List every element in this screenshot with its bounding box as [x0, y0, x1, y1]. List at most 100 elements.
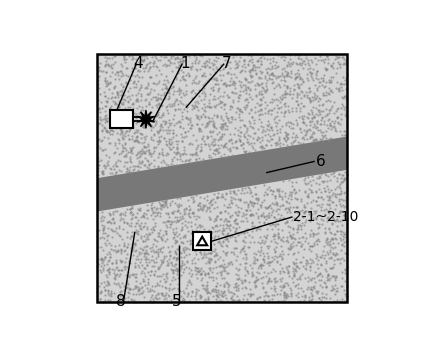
Point [176, 201, 183, 207]
Point [113, 164, 119, 169]
Point [205, 119, 212, 125]
Point [283, 198, 290, 204]
Point [215, 195, 222, 200]
Point [275, 212, 282, 217]
Point [251, 86, 258, 92]
Point [328, 89, 335, 95]
Point [137, 84, 144, 90]
Point [145, 122, 151, 128]
Point [129, 101, 136, 107]
Point [245, 279, 252, 285]
Point [259, 213, 266, 218]
Point [158, 199, 165, 204]
Point [341, 287, 348, 293]
Point [261, 214, 268, 220]
Point [201, 247, 208, 253]
Point [189, 194, 196, 200]
Text: 6: 6 [316, 154, 325, 169]
Point [194, 265, 201, 270]
Point [198, 105, 205, 111]
Point [271, 214, 278, 220]
Point [341, 60, 347, 66]
Point [263, 205, 269, 211]
Point [240, 255, 247, 260]
Point [341, 257, 347, 263]
Point [119, 142, 126, 148]
Point [178, 116, 185, 122]
Point [322, 225, 329, 231]
Point [144, 243, 151, 249]
Point [231, 131, 238, 137]
Point [151, 60, 158, 66]
Point [112, 114, 118, 119]
Point [277, 268, 284, 274]
Point [249, 59, 255, 65]
Point [197, 271, 204, 277]
Point [119, 280, 126, 286]
Point [260, 221, 267, 226]
Point [228, 259, 235, 265]
Point [215, 88, 222, 94]
Point [202, 108, 209, 114]
Point [303, 75, 310, 81]
Point [322, 284, 329, 290]
Point [281, 269, 288, 275]
Point [94, 143, 101, 149]
Point [179, 75, 186, 81]
Point [275, 227, 282, 232]
Point [209, 84, 216, 90]
Point [105, 154, 112, 160]
Point [253, 227, 259, 232]
Point [313, 198, 320, 204]
Point [327, 122, 333, 128]
Point [193, 115, 200, 121]
Point [111, 220, 118, 226]
Point [306, 286, 313, 292]
Point [132, 84, 139, 90]
Point [173, 252, 180, 257]
Point [148, 153, 154, 159]
Point [162, 104, 169, 109]
Point [305, 193, 311, 199]
Point [154, 97, 160, 103]
Point [213, 264, 220, 270]
Point [206, 214, 212, 220]
Point [159, 82, 166, 87]
Point [126, 258, 132, 264]
Point [286, 224, 293, 230]
Point [151, 117, 158, 123]
Point [205, 296, 212, 301]
Point [334, 116, 341, 121]
Point [328, 64, 335, 69]
Point [314, 85, 321, 91]
Point [252, 109, 259, 115]
Point [293, 282, 299, 288]
Point [139, 212, 146, 218]
Point [160, 204, 167, 210]
Point [140, 278, 147, 284]
Point [232, 280, 239, 286]
Point [231, 71, 238, 77]
Point [326, 208, 332, 214]
Point [183, 91, 190, 97]
Point [232, 138, 239, 144]
Point [327, 122, 333, 128]
Point [284, 293, 291, 299]
Point [339, 132, 346, 138]
Point [176, 271, 183, 277]
Point [155, 246, 162, 252]
Text: 1: 1 [180, 56, 190, 71]
Point [181, 106, 188, 112]
Point [95, 165, 102, 171]
Point [167, 103, 174, 109]
Point [275, 105, 282, 111]
Point [338, 179, 345, 185]
Point [214, 280, 220, 286]
Point [143, 207, 150, 213]
Point [132, 223, 139, 229]
Point [225, 225, 232, 231]
Point [164, 103, 170, 109]
Point [143, 285, 150, 291]
Point [193, 269, 200, 274]
Point [286, 52, 293, 57]
